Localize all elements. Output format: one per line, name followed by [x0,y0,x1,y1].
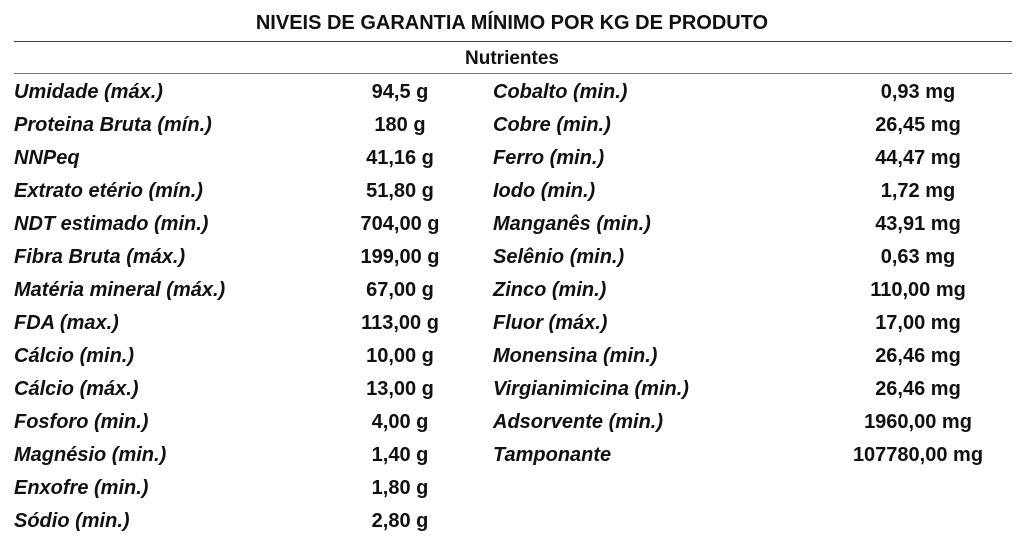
table-row: NDT estimado (min.) 704,00 g Manganês (m… [0,210,1024,243]
table-row: FDA (max.) 113,00 g Fluor (máx.) 17,00 m… [0,309,1024,342]
table-row: Enxofre (min.) 1,80 g [0,474,1024,507]
table-row: NNPeq 41,16 g Ferro (min.) 44,47 mg [0,144,1024,177]
nutrient-name-right: Virgianimicina (min.) [493,378,689,400]
nutrient-name-left: Sódio (min.) [14,510,130,532]
table-row: Proteina Bruta (mín.) 180 g Cobre (min.)… [0,111,1024,144]
table-subtitle: Nutrientes [465,48,559,69]
nutrient-name-right: Manganês (min.) [493,213,651,235]
nutrient-name-left: NNPeq [14,147,80,169]
nutrient-value-left: 13,00 g [366,378,434,400]
nutrient-name-left: FDA (max.) [14,312,119,334]
nutrient-name-left: Extrato etério (mín.) [14,180,203,202]
nutrient-name-right: Selênio (min.) [493,246,625,268]
nutrient-name-right: Adsorvente (min.) [493,411,664,433]
nutrient-name-right: Monensina (min.) [493,345,658,367]
nutrient-value-right: 26,46 mg [875,345,961,367]
nutrient-value-left: 4,00 g [371,411,429,433]
nutrient-name-left: Fibra Bruta (máx.) [14,246,186,268]
nutrient-value-left: 10,00 g [366,345,434,367]
header-divider [14,73,1012,74]
title-divider [14,41,1012,42]
nutrient-value-left: 51,80 g [366,180,434,202]
nutrient-value-left: 2,80 g [371,510,429,532]
nutrient-value-left: 180 g [374,114,426,136]
nutrient-name-right: Zinco (min.) [493,279,607,301]
nutrient-value-left: 199,00 g [360,246,440,268]
nutrient-value-right: 0,93 mg [880,81,956,103]
nutrient-value-right: 1960,00 mg [864,411,972,433]
nutrient-value-right: 26,45 mg [875,114,961,136]
table-row: Extrato etério (mín.) 51,80 g Iodo (min.… [0,177,1024,210]
nutrient-value-right: 107780,00 mg [852,444,984,466]
nutrient-value-right: 0,63 mg [880,246,956,268]
nutrient-value-left: 1,80 g [371,477,429,499]
nutrient-value-right: 26,46 mg [875,378,961,400]
nutrient-value-right: 1,72 mg [880,180,956,202]
nutrient-name-left: Matéria mineral (máx.) [14,279,226,301]
nutrient-value-right: 44,47 mg [875,147,961,169]
nutrient-name-left: Magnésio (min.) [14,444,167,466]
nutrient-name-right: Tamponante [493,444,612,466]
table-title: NIVEIS DE GARANTIA MÍNIMO POR KG DE PROD… [255,12,769,34]
nutrient-name-right: Cobre (min.) [493,114,611,136]
nutrient-value-left: 94,5 g [371,81,429,103]
nutrient-value-left: 67,00 g [366,279,434,301]
nutrient-value-left: 1,40 g [371,444,429,466]
nutrient-name-right: Iodo (min.) [493,180,596,202]
nutrient-name-left: Proteina Bruta (mín.) [14,114,212,136]
table-row: Matéria mineral (máx.) 67,00 g Zinco (mi… [0,276,1024,309]
table-row: Cálcio (min.) 10,00 g Monensina (min.) 2… [0,342,1024,375]
nutrient-value-right: 43,91 mg [875,213,961,235]
nutrient-name-left: Cálcio (min.) [14,345,135,367]
table-row: Umidade (máx.) 94,5 g Cobalto (min.) 0,9… [0,78,1024,111]
table-row: Fibra Bruta (máx.) 199,00 g Selênio (min… [0,243,1024,276]
table-row: Fosforo (min.) 4,00 g Adsorvente (min.) … [0,408,1024,441]
table-row: Cálcio (máx.) 13,00 g Virgianimicina (mi… [0,375,1024,408]
nutrient-value-left: 41,16 g [366,147,434,169]
nutrient-name-right: Fluor (máx.) [493,312,608,334]
nutrient-name-right: Ferro (min.) [493,147,605,169]
nutrient-value-left: 704,00 g [360,213,440,235]
nutrient-name-right: Cobalto (min.) [493,81,628,103]
table-row: Sódio (min.) 2,80 g [0,507,1024,540]
nutrient-name-left: Umidade (máx.) [14,81,163,103]
nutrient-name-left: Fosforo (min.) [14,411,149,433]
nutrient-name-left: Enxofre (min.) [14,477,149,499]
nutrient-value-right: 110,00 mg [870,279,966,301]
table-row: Magnésio (min.) 1,40 g Tamponante 107780… [0,441,1024,474]
nutrient-name-left: NDT estimado (min.) [14,213,209,235]
nutrient-value-left: 113,00 g [361,312,439,334]
nutrient-name-left: Cálcio (máx.) [14,378,139,400]
nutrient-value-right: 17,00 mg [875,312,961,334]
